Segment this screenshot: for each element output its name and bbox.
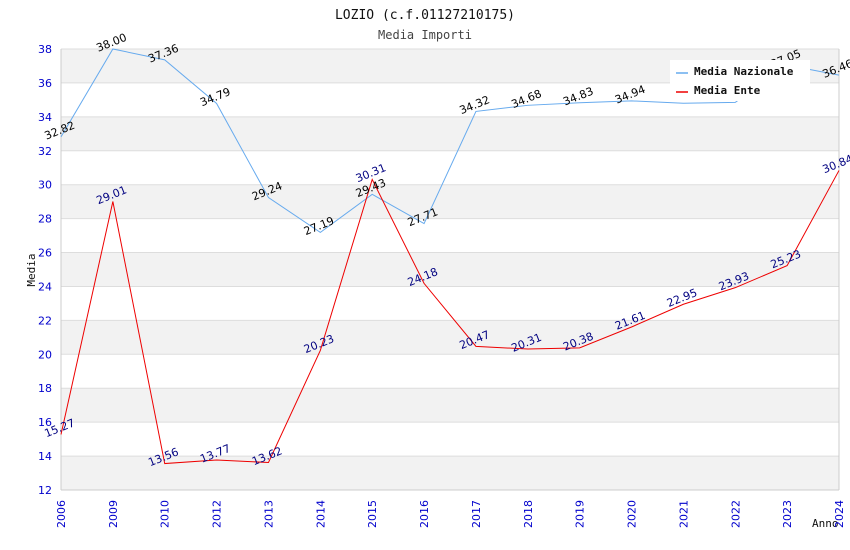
y-tick-12: 12 [38, 484, 52, 497]
chart-subtitle: Media Importi [378, 28, 472, 42]
series-lines [60, 48, 840, 465]
data-label-media-nazionale-2018: 34.68 [509, 87, 543, 111]
y-tick-26: 26 [38, 247, 52, 260]
x-tick-2010: 2010 [159, 500, 172, 528]
x-axis-label: Anno [812, 517, 839, 530]
x-tick-2014: 2014 [314, 500, 327, 528]
y-tick-28: 28 [38, 213, 52, 226]
x-tick-2013: 2013 [262, 500, 275, 528]
y-tick-24: 24 [38, 280, 52, 293]
y-tick-20: 20 [38, 348, 52, 361]
x-tick-2024: 2024 [833, 500, 846, 528]
y-tick-labels: 12 14 16 18 20 22 24 26 28 30 32 34 36 38 [38, 43, 52, 497]
x-tick-2009: 2009 [107, 500, 120, 528]
legend-box [670, 60, 810, 101]
x-tick-2015: 2015 [366, 500, 379, 528]
data-label-media-ente-2024: 30.84 [821, 152, 850, 176]
x-tick-2018: 2018 [522, 500, 535, 528]
x-tick-labels: 2006 2009 2010 2012 2013 2014 2015 2016 2017 2018… [55, 500, 846, 528]
x-tick-2012: 2012 [211, 500, 224, 528]
y-tick-16: 16 [38, 416, 52, 429]
series-line-media-ente [60, 170, 840, 465]
background-bands [61, 49, 839, 490]
band-12-14 [61, 456, 839, 490]
band-24-26 [61, 252, 839, 287]
y-tick-34: 34 [38, 111, 52, 124]
data-label-media-nazionale-2019: 34.83 [561, 85, 595, 109]
x-tick-2019: 2019 [574, 500, 587, 528]
band-32-34 [61, 116, 839, 151]
legend: Media Nazionale Media Ente [670, 60, 810, 101]
x-tick-2022: 2022 [729, 500, 742, 528]
x-tick-2020: 2020 [626, 500, 639, 528]
data-label-media-ente-2021: 22.95 [665, 286, 699, 310]
x-tick-2016: 2016 [418, 500, 431, 528]
x-tick-2006: 2006 [55, 500, 68, 528]
series-line-media-nazionale [60, 48, 840, 233]
band-16-18 [61, 388, 839, 423]
data-label-media-nazionale-2012: 34.79 [198, 85, 232, 109]
legend-label-media-nazionale: Media Nazionale [694, 65, 794, 78]
y-tick-32: 32 [38, 145, 52, 158]
x-tick-2017: 2017 [470, 500, 483, 528]
y-tick-36: 36 [38, 77, 52, 90]
y-tick-14: 14 [38, 450, 52, 463]
x-tick-2021: 2021 [677, 500, 690, 528]
chart-title: LOZIO (c.f.01127210175) [335, 8, 515, 23]
band-28-30 [61, 184, 839, 219]
y-tick-18: 18 [38, 382, 52, 395]
legend-label-media-ente: Media Ente [694, 84, 761, 97]
y-axis-label: Media [25, 253, 38, 286]
band-20-22 [61, 320, 839, 355]
y-tick-22: 22 [38, 314, 52, 327]
gridlines [60, 48, 840, 491]
y-tick-38: 38 [38, 43, 52, 56]
x-tick-2023: 2023 [781, 500, 794, 528]
data-label-media-nazionale-2020: 34.94 [613, 83, 647, 107]
y-tick-30: 30 [38, 179, 52, 192]
